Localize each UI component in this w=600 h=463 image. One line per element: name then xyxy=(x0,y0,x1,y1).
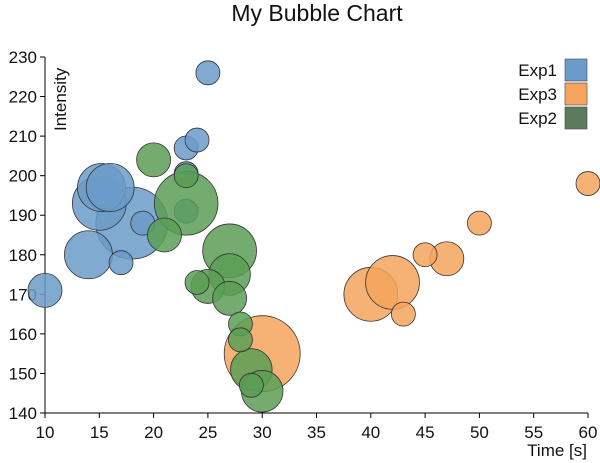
y-tick-label: 230 xyxy=(9,48,37,67)
y-tick-label: 210 xyxy=(9,127,37,146)
bubble-point xyxy=(27,272,63,308)
y-tick-label: 160 xyxy=(9,325,37,344)
y-tick-label: 220 xyxy=(9,88,37,107)
bubble-point xyxy=(238,372,264,398)
x-tick-label: 50 xyxy=(470,423,489,442)
x-axis-title: Time [s] xyxy=(527,441,587,460)
y-tick-label: 150 xyxy=(9,364,37,383)
x-tick-label: 20 xyxy=(144,423,163,442)
bubble-point xyxy=(365,255,420,310)
legend-swatch xyxy=(564,58,588,82)
bubble-point xyxy=(390,301,416,327)
bubble-point xyxy=(173,163,199,189)
series-exp2 xyxy=(136,142,284,413)
bubble-point xyxy=(85,163,135,212)
x-tick-label: 15 xyxy=(90,423,109,442)
legend: Exp1 Exp3 Exp2 xyxy=(518,58,588,130)
legend-label: Exp2 xyxy=(518,109,557,128)
legend-swatch xyxy=(564,82,588,106)
y-tick-label: 140 xyxy=(9,404,37,423)
y-axis-title: Intensity xyxy=(51,67,70,131)
bubble-point xyxy=(147,217,182,253)
x-tick-label: 60 xyxy=(579,423,598,442)
legend-label: Exp1 xyxy=(518,61,557,80)
x-tick-label: 40 xyxy=(361,423,380,442)
legend-swatch xyxy=(564,106,588,130)
x-tick-label: 55 xyxy=(524,423,543,442)
bubble-point xyxy=(466,210,492,236)
bubble-point xyxy=(108,250,134,276)
bubble-point xyxy=(136,142,172,178)
x-tick-label: 35 xyxy=(307,423,326,442)
legend-label: Exp3 xyxy=(518,85,557,104)
y-tick-label: 200 xyxy=(9,167,37,186)
bubble-point xyxy=(575,171,600,196)
y-tick-label: 180 xyxy=(9,246,37,265)
bubble-point xyxy=(228,327,253,353)
x-tick-label: 25 xyxy=(198,423,217,442)
x-tick-label: 45 xyxy=(416,423,435,442)
x-tick-label: 30 xyxy=(253,423,272,442)
bubble-point xyxy=(212,280,248,316)
series-exp3 xyxy=(223,171,600,393)
bubble-point xyxy=(195,60,221,86)
chart-title: My Bubble Chart xyxy=(231,0,403,26)
bubble-point xyxy=(184,127,210,153)
bubble-point xyxy=(64,230,113,280)
bubbles xyxy=(27,60,600,413)
bubble-point xyxy=(412,242,438,268)
y-tick-label: 190 xyxy=(9,206,37,225)
bubble-point xyxy=(184,270,210,295)
x-tick-label: 10 xyxy=(36,423,55,442)
